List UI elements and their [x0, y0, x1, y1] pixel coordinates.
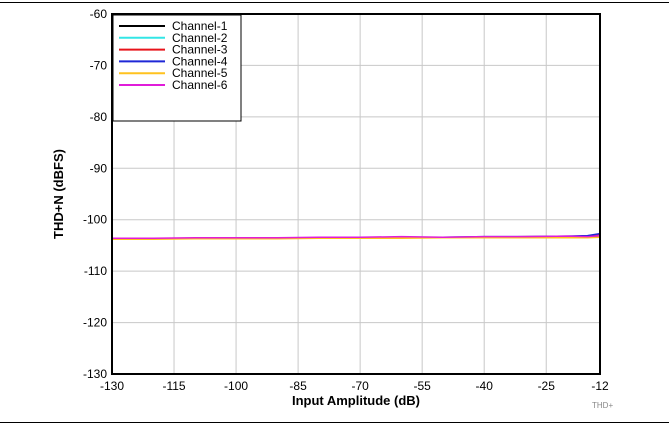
x-tick-labels: -130 -115 -100 -85 -70 -55 -40 -25 -12 [100, 379, 609, 393]
x-tick-label: -130 [100, 379, 124, 393]
legend-label: Channel-3 [172, 43, 228, 57]
x-tick-label: -12 [591, 379, 609, 393]
y-tick-label: -90 [90, 161, 108, 175]
y-tick-label: -130 [83, 367, 107, 381]
legend-box [112, 14, 242, 122]
x-tick-label: -25 [538, 379, 556, 393]
y-axis-title: THD+N (dBFS) [51, 149, 66, 239]
legend-label: Channel-1 [172, 19, 228, 33]
y-tick-labels: -60 -70 -80 -90 -100 -110 -120 -130 [83, 7, 107, 381]
y-tick-label: -120 [83, 316, 107, 330]
x-tick-label: -55 [413, 379, 431, 393]
x-tick-label: -115 [162, 379, 185, 393]
series-line-channel-6 [112, 234, 601, 239]
legend-label: Channel-4 [172, 54, 228, 68]
bottom-rule [0, 422, 669, 423]
legend: Channel-1Channel-2Channel-3Channel-4Chan… [112, 14, 242, 122]
y-tick-label: -60 [90, 7, 108, 21]
legend-label: Channel-5 [172, 66, 228, 80]
y-tick-label: -100 [83, 213, 107, 227]
plot-frame [111, 13, 601, 375]
series-lines [111, 232, 601, 241]
y-tick-label: -110 [84, 264, 107, 278]
x-tick-label: -100 [224, 379, 248, 393]
legend-label: Channel-6 [172, 78, 228, 92]
y-tick-label: -70 [90, 58, 108, 72]
x-tick-label: -70 [351, 379, 369, 393]
legend-label: Channel-2 [172, 31, 228, 45]
x-tick-label: -85 [289, 379, 307, 393]
figure-id: THD+ [592, 401, 613, 410]
y-tick-label: -80 [90, 110, 108, 124]
series-line-channel-5 [112, 236, 601, 241]
top-rule [0, 2, 669, 3]
x-axis-title: Input Amplitude (dB) [292, 393, 420, 408]
x-tick-label: -40 [476, 379, 494, 393]
